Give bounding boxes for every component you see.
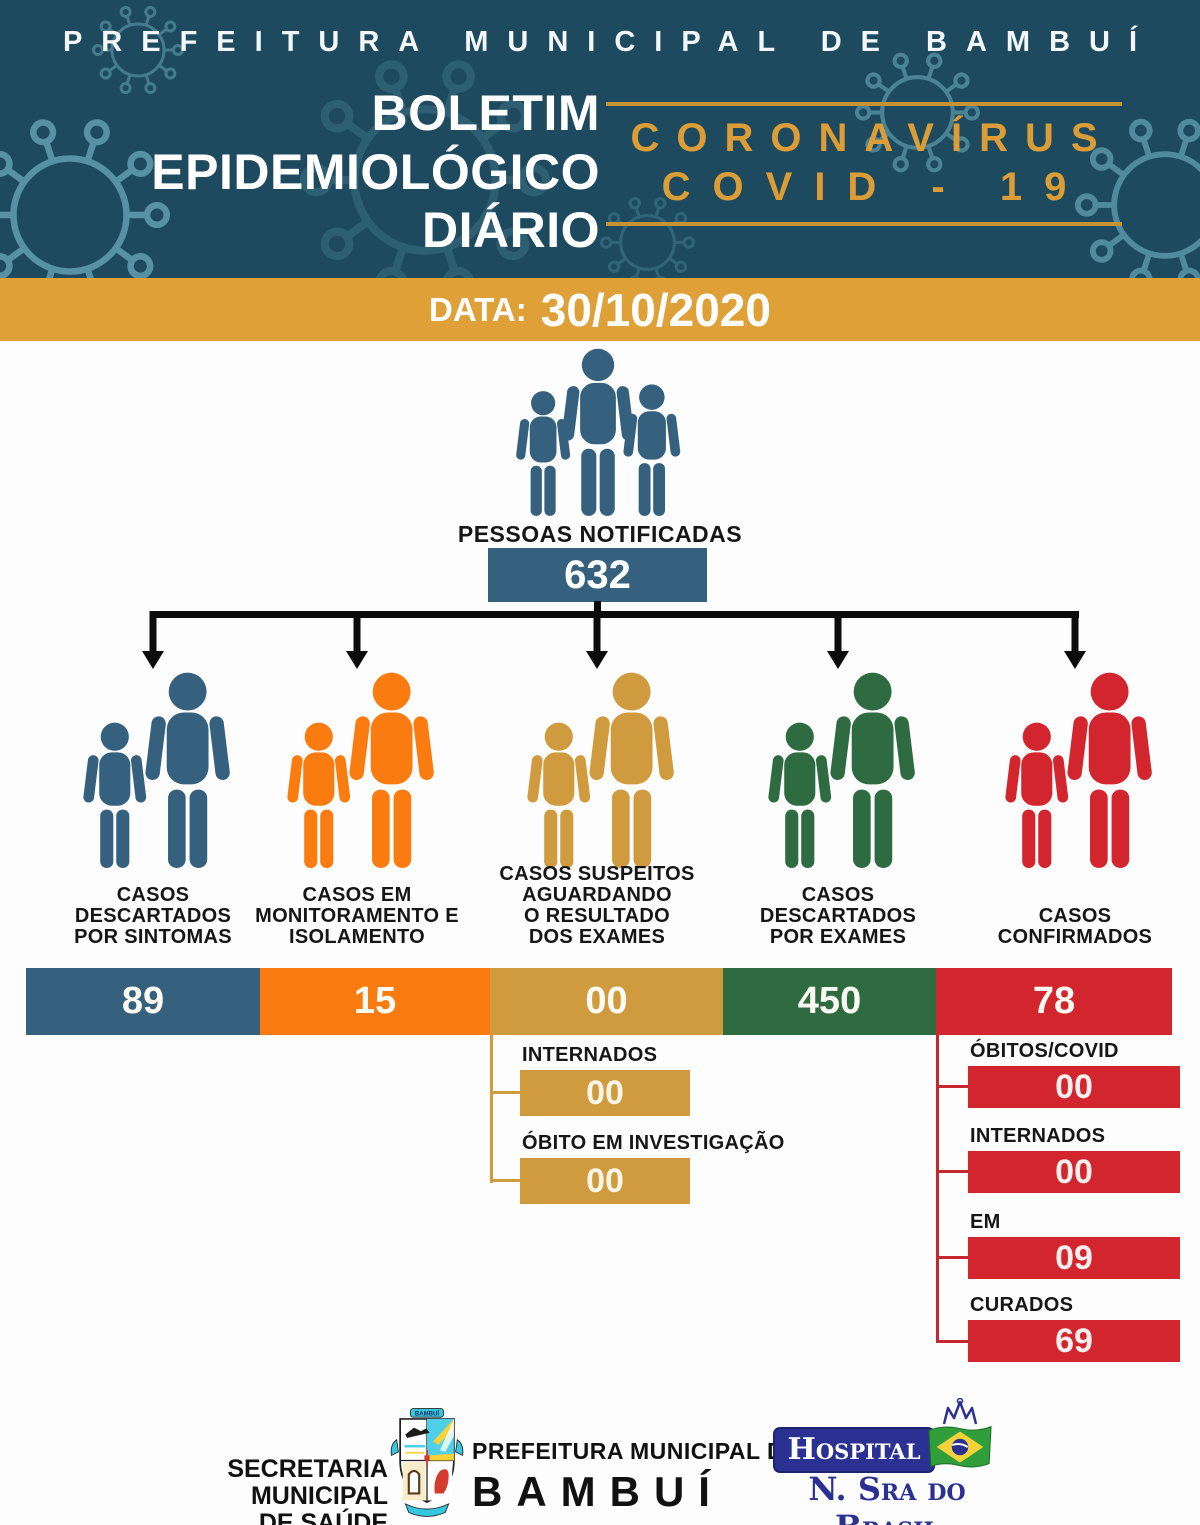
suspect-internados-value: 00 [520,1070,690,1116]
bulletin-title: BOLETIM EPIDEMIOLÓGICO DIÁRIO [0,84,600,260]
gold-rule-top [606,102,1122,106]
date-band: DATA: 30/10/2020 [0,278,1200,341]
group-label: CASOS DESCARTADOS POR EXAMES [759,884,917,948]
notified-people-icon [503,346,693,518]
group-descartados-exames: CASOS DESCARTADOS POR EXAMES [723,672,953,948]
two-people-icon [82,672,231,868]
red-connector-stub [936,1085,968,1088]
value-monitoramento: 15 [260,968,490,1035]
gold-connector-vertical [490,1035,493,1183]
crown-icon [942,1398,978,1425]
city-title: PREFEITURA MUNICIPAL DE BAMBUÍ [62,26,1157,58]
confirmed-obitos-label: ÓBITOS/COVID [970,1040,1119,1062]
two-people-icon [526,672,675,868]
group-suspeitos: CASOS SUSPEITOS AGUARDANDO O RESULTADO DOS … [482,672,712,948]
confirmed-internados-label: INTERNADOS [970,1125,1106,1147]
hospital-logo-box: Hospital [773,1427,935,1473]
red-connector-stub [936,1170,968,1173]
gold-rule-bottom [606,222,1122,226]
tree-connector [142,601,1086,669]
notified-value-box: 632 [488,548,707,602]
bambui-coat-of-arms: BAMBUÍ [390,1408,464,1517]
hospital-name-text: N. Sra do Brasil [808,1470,966,1525]
two-people-icon [286,672,435,868]
group-label: CASOS DESCARTADOS POR SINTOMAS [74,884,232,948]
secretaria-logo-text: SECRETARIA MUNICIPAL DE SAÚDE [227,1455,388,1525]
confirmed-obitos-value: 00 [968,1066,1180,1108]
date-label: DATA: [429,290,527,328]
value-descartados-exames: 450 [723,968,936,1035]
gold-connector-stub [490,1091,520,1094]
value-suspeitos: 00 [490,968,723,1035]
notified-label: PESSOAS NOTIFICADAS [457,521,743,547]
coronavirus-line: CORONAVÍRUS [630,116,1115,160]
suspect-obito-label: ÓBITO EM INVESTIGAÇÃO [522,1132,785,1154]
value-confirmados: 78 [936,968,1172,1035]
confirmed-internados-value: 00 [968,1151,1180,1193]
confirmed-acompanhamento-value: 09 [968,1237,1180,1279]
group-label: CASOS SUSPEITOS AGUARDANDO O RESULTADO DOS … [499,863,695,948]
prefeitura-logo-text: PREFEITURA MUNICIPAL DE BAMBUÍ [472,1438,800,1515]
value-descartados-sintomas: 89 [26,968,260,1035]
group-label: CASOS CONFIRMADOS [997,905,1153,948]
red-connector-stub [936,1340,968,1343]
group-descartados-sintomas: CASOS DESCARTADOS POR SINTOMAS [38,672,268,948]
two-people-icon [767,672,916,868]
date-value: 30/10/2020 [540,283,771,336]
group-monitoramento: CASOS EM MONITORAMENTO E ISOLAMENTO [242,672,472,948]
suspect-obito-value: 00 [520,1158,690,1204]
group-label: CASOS EM MONITORAMENTO E ISOLAMENTO [255,884,459,948]
red-connector-stub [936,1256,968,1259]
gold-connector-stub [490,1179,520,1182]
confirmed-curados-label: CURADOS [970,1294,1074,1316]
covid19-line: COVID - 19 [661,165,1089,209]
red-connector-vertical [936,1035,939,1343]
bulletin-line-2: EPIDEMIOLÓGICO [151,143,600,200]
suspect-internados-label: INTERNADOS [522,1044,658,1066]
coronavirus-title: CORONAVÍRUS COVID - 19 [606,102,1122,226]
brazil-flag-icon [928,1425,992,1468]
group-confirmados: CASOS CONFIRMADOS [960,672,1190,948]
bulletin-line-1: BOLETIM [371,85,600,141]
header-banner: PREFEITURA MUNICIPAL DE BAMBUÍ BOLETIM E… [0,0,1200,278]
confirmed-curados-value: 69 [968,1320,1180,1362]
bulletin-line-3: DIÁRIO [422,202,600,258]
two-people-icon [1004,672,1153,868]
svg-text:BAMBUÍ: BAMBUÍ [415,1409,440,1417]
